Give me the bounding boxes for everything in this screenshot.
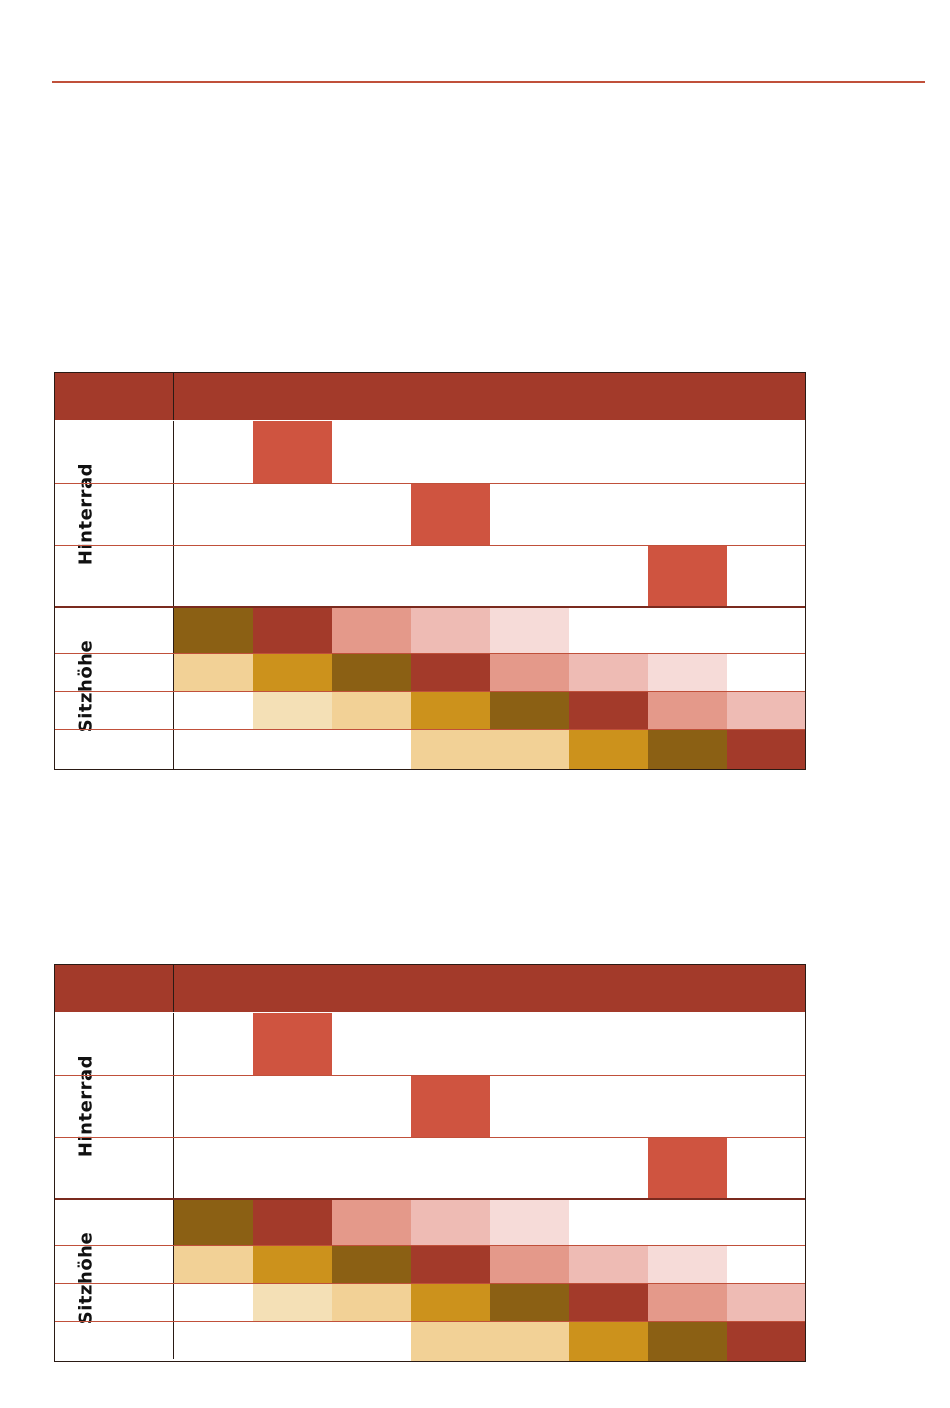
row-divider <box>55 653 805 654</box>
seat-height-cell <box>727 1283 805 1321</box>
seat-height-cell <box>727 729 805 769</box>
seat-height-cell <box>648 1283 727 1321</box>
row-divider <box>55 1283 805 1284</box>
seat-height-cell <box>174 1199 253 1245</box>
seat-height-cell <box>332 607 411 653</box>
table-header-left <box>55 965 174 1012</box>
seat-height-cell <box>490 607 569 653</box>
wheel-size-mark <box>648 1137 727 1199</box>
size-chart-table-2: Hinterrad Sitzhöhe <box>54 964 806 1362</box>
seat-height-cell <box>411 1321 490 1361</box>
seat-height-cell <box>648 691 727 729</box>
seat-height-cell <box>569 729 648 769</box>
seat-height-cell <box>411 1199 490 1245</box>
row-divider <box>55 691 805 692</box>
row-divider <box>55 1321 805 1322</box>
seat-height-cell <box>490 1245 569 1283</box>
seat-height-cell <box>332 653 411 691</box>
wheel-size-mark <box>253 1013 332 1075</box>
seat-height-cell <box>411 607 490 653</box>
top-rule <box>52 81 925 83</box>
size-chart-table-1: Hinterrad Sitzhöhe <box>54 372 806 770</box>
table-header-right <box>174 965 805 1012</box>
row-divider <box>55 1137 805 1138</box>
seat-height-cell <box>648 729 727 769</box>
seat-height-cell <box>490 1199 569 1245</box>
seat-height-cell <box>332 1199 411 1245</box>
seat-height-cell <box>648 1321 727 1361</box>
row-divider <box>55 1245 805 1246</box>
seat-height-cell <box>490 729 569 769</box>
table-header-right <box>174 373 805 420</box>
seat-height-cell <box>253 1283 332 1321</box>
rear-wheel-label-cell <box>55 421 174 607</box>
seat-height-cell <box>253 691 332 729</box>
wheel-size-mark <box>648 545 727 607</box>
seat-height-cell <box>727 691 805 729</box>
seat-height-label-cell <box>55 1199 174 1359</box>
seat-height-cell <box>174 607 253 653</box>
seat-height-cell <box>569 653 648 691</box>
seat-height-cell <box>490 691 569 729</box>
row-divider <box>55 483 805 484</box>
seat-height-cell <box>253 1245 332 1283</box>
seat-height-cell <box>253 653 332 691</box>
seat-height-cell <box>569 691 648 729</box>
seat-height-cell <box>648 1245 727 1283</box>
seat-height-cell <box>411 691 490 729</box>
seat-height-cell <box>490 1283 569 1321</box>
seat-height-cell <box>253 1199 332 1245</box>
wheel-size-mark <box>411 1075 490 1137</box>
row-divider <box>55 606 805 608</box>
table-header-left <box>55 373 174 420</box>
seat-height-cell <box>648 653 727 691</box>
seat-height-cell <box>411 653 490 691</box>
seat-height-cell <box>253 607 332 653</box>
seat-height-cell <box>490 1321 569 1361</box>
row-divider <box>55 1075 805 1076</box>
seat-height-cell <box>174 653 253 691</box>
row-divider <box>55 729 805 730</box>
seat-height-cell <box>569 1245 648 1283</box>
seat-height-cell <box>332 1283 411 1321</box>
seat-height-cell <box>411 1245 490 1283</box>
seat-height-cell <box>332 1245 411 1283</box>
seat-height-label-cell <box>55 607 174 769</box>
rear-wheel-label: Hinterrad <box>75 1054 97 1158</box>
seat-height-cell <box>411 729 490 769</box>
rear-wheel-label-cell <box>55 1013 174 1199</box>
row-divider <box>55 1198 805 1200</box>
seat-height-cell <box>411 1283 490 1321</box>
seat-height-cell <box>490 653 569 691</box>
seat-height-cell <box>727 1321 805 1361</box>
rear-wheel-label: Hinterrad <box>75 462 97 566</box>
seat-height-cell <box>174 1245 253 1283</box>
seat-height-cell <box>332 691 411 729</box>
row-divider <box>55 545 805 546</box>
seat-height-cell <box>569 1283 648 1321</box>
wheel-size-mark <box>411 483 490 545</box>
wheel-size-mark <box>253 421 332 483</box>
seat-height-cell <box>569 1321 648 1361</box>
